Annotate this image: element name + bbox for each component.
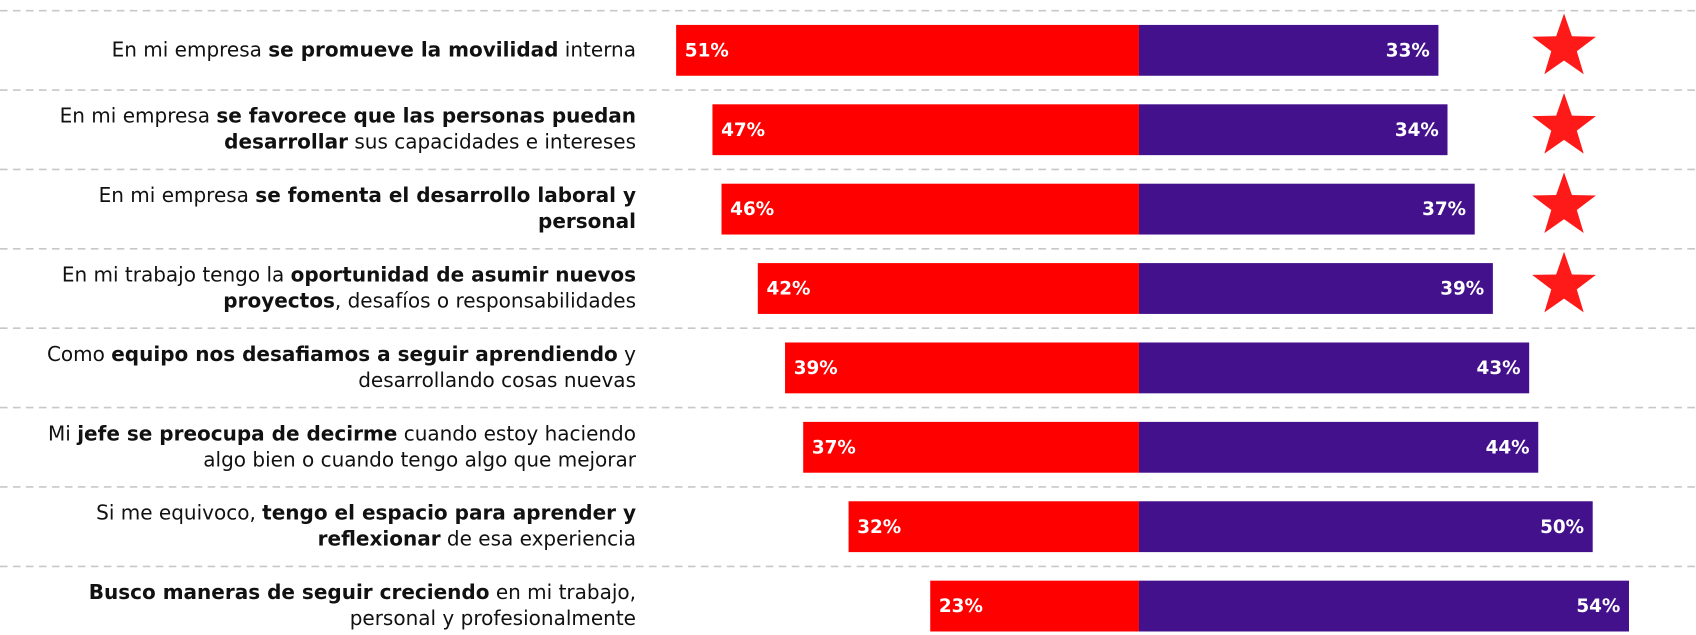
star — [1532, 92, 1596, 154]
label-segment: proyectos — [223, 288, 335, 312]
label-segment: Mi — [48, 421, 77, 445]
value-label: 42% — [766, 279, 810, 300]
value-label: 46% — [730, 199, 774, 220]
star — [1532, 251, 1596, 313]
label-segment: Busco maneras de seguir creciendo — [89, 580, 490, 604]
value-label: 50% — [1540, 517, 1584, 538]
bar — [1138, 580, 1630, 632]
category-label: reflexionar de esa experiencia — [318, 526, 636, 550]
label-segment: se promueve la movilidad — [268, 37, 558, 61]
bar — [785, 342, 1139, 394]
label-segment: desarrollar — [224, 129, 348, 153]
bar — [1138, 501, 1593, 553]
label-segment: se fomenta el desarrollo laboral y — [255, 183, 636, 207]
star — [1532, 13, 1596, 75]
label-segment: personal y profesionalmente — [350, 606, 636, 630]
value-label: 37% — [812, 437, 856, 458]
label-segment: En mi empresa — [60, 103, 217, 127]
label-segment: en mi trabajo, — [489, 580, 636, 604]
label-segment: Como — [47, 341, 111, 365]
value-label: 51% — [685, 40, 729, 61]
value-label: 37% — [1422, 199, 1466, 220]
bar — [676, 24, 1139, 76]
category-label: En mi trabajo tengo la oportunidad de as… — [62, 262, 636, 286]
value-label: 43% — [1477, 358, 1521, 379]
label-segment: En mi empresa — [112, 37, 269, 61]
bar — [1138, 183, 1475, 235]
label-segment: interna — [558, 37, 636, 61]
value-label: 39% — [794, 358, 838, 379]
bar — [1138, 104, 1448, 156]
label-segment: de esa experiencia — [441, 526, 636, 550]
value-label: 33% — [1386, 40, 1430, 61]
label-segment: cuando estoy haciendo — [397, 421, 636, 445]
bar — [721, 183, 1139, 235]
label-segment: y — [618, 341, 636, 365]
label-segment: , desafíos o responsabilidades — [335, 288, 636, 312]
label-segment: reflexionar — [318, 526, 441, 550]
category-label: personal y profesionalmente — [350, 606, 636, 630]
bar — [1138, 24, 1439, 76]
value-label: 44% — [1486, 437, 1530, 458]
bar — [1138, 263, 1493, 314]
label-segment: oportunidad de asumir nuevos — [291, 262, 636, 286]
bar — [848, 501, 1139, 553]
category-label: algo bien o cuando tengo algo que mejora… — [203, 447, 636, 471]
label-segment: En mi empresa — [99, 183, 256, 207]
category-label: proyectos, desafíos o responsabilidades — [223, 288, 636, 312]
category-label: En mi empresa se fomenta el desarrollo l… — [99, 183, 636, 207]
label-segment: equipo nos desafiamos a seguir aprendien… — [111, 341, 618, 365]
label-segment: Si me equivoco, — [96, 500, 262, 524]
category-label: Mi jefe se preocupa de decirme cuando es… — [48, 421, 636, 445]
category-label: En mi empresa se favorece que las person… — [60, 103, 636, 127]
label-segment: personal — [538, 209, 636, 233]
label-segment: se favorece que las personas puedan — [216, 103, 636, 127]
label-segment: tengo el espacio para aprender y — [262, 500, 636, 524]
value-label: 34% — [1395, 120, 1439, 141]
bar — [757, 263, 1139, 314]
bar — [803, 421, 1139, 473]
value-label: 47% — [721, 120, 765, 141]
value-label: 54% — [1576, 596, 1620, 617]
value-label: 32% — [857, 517, 901, 538]
star — [1532, 172, 1596, 234]
category-label: Busco maneras de seguir creciendo en mi … — [89, 580, 636, 604]
category-label: Como equipo nos desafiamos a seguir apre… — [47, 341, 636, 365]
category-label: desarrollar sus capacidades e intereses — [224, 129, 636, 153]
bar — [1138, 342, 1530, 394]
bar — [712, 104, 1139, 156]
category-label: desarrollando cosas nuevas — [358, 367, 636, 391]
label-segment: En mi trabajo tengo la — [62, 262, 291, 286]
bar — [1138, 421, 1539, 473]
value-label: 39% — [1440, 279, 1484, 300]
category-label: personal — [538, 209, 636, 233]
value-label: 23% — [939, 596, 983, 617]
label-segment: jefe se preocupa de decirme — [76, 421, 397, 445]
label-segment: algo bien o cuando tengo algo que mejora… — [203, 447, 636, 471]
category-label: Si me equivoco, tengo el espacio para ap… — [96, 500, 636, 524]
label-segment: sus capacidades e intereses — [348, 129, 636, 153]
bar — [930, 580, 1139, 632]
category-label: En mi empresa se promueve la movilidad i… — [112, 37, 636, 61]
label-segment: desarrollando cosas nuevas — [358, 367, 636, 391]
